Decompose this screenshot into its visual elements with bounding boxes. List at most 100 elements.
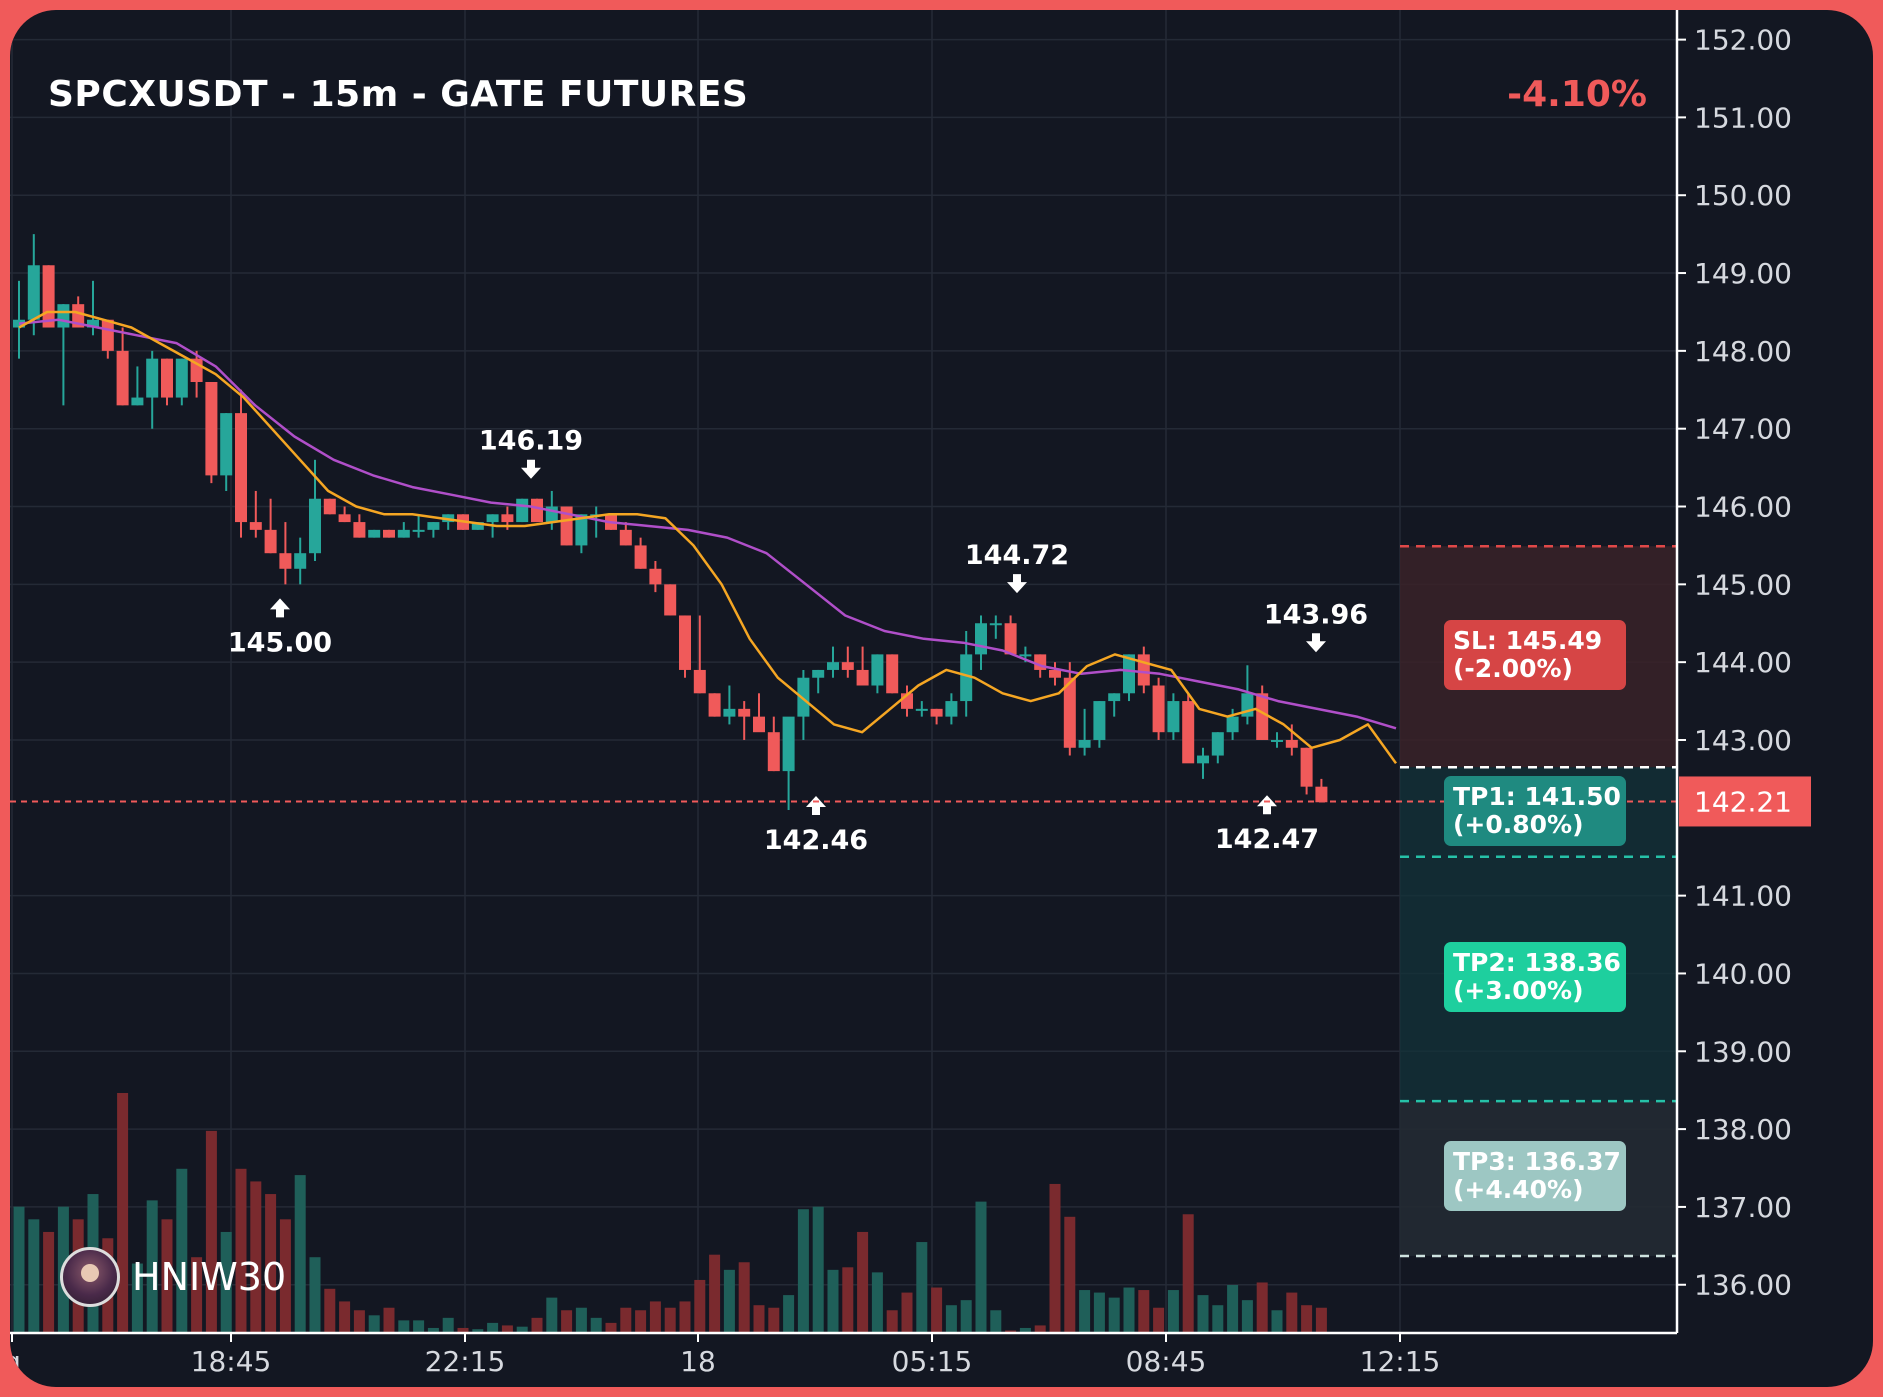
volume-bar xyxy=(117,1093,129,1333)
candle-body xyxy=(249,522,262,530)
candle xyxy=(397,522,410,538)
volume-bar xyxy=(679,1301,691,1333)
candle-body xyxy=(323,498,336,515)
candle xyxy=(679,615,691,678)
volume-bar xyxy=(783,1295,795,1333)
candle xyxy=(841,646,854,678)
x-tick-label: 18:45 xyxy=(191,1345,272,1378)
candle xyxy=(1167,693,1180,740)
swing-price: 143.96 xyxy=(1264,599,1368,630)
candlestick-chart[interactable]: 146.19 145.00 144.72 142.46 143.96 142.47 SL: … xyxy=(10,10,1873,1387)
candle-body xyxy=(649,568,662,585)
candle xyxy=(175,358,188,406)
candle-body xyxy=(738,708,751,717)
arrow-down-icon xyxy=(1007,574,1027,594)
candle-body xyxy=(1271,739,1283,742)
y-tick-label: 144.00 xyxy=(1694,646,1792,679)
candle-body xyxy=(235,413,247,523)
level-tag-box xyxy=(1444,942,1626,1012)
candle-body xyxy=(1300,747,1313,787)
candle-body xyxy=(309,498,321,554)
candle-body xyxy=(812,669,825,678)
candle-body xyxy=(575,514,588,546)
volume-bar xyxy=(1064,1216,1076,1333)
volume-bar xyxy=(723,1269,735,1333)
swing-low-label: 142.47 xyxy=(1215,795,1319,855)
candle-body xyxy=(708,693,721,717)
candle xyxy=(1152,677,1165,740)
candle-body xyxy=(1093,701,1106,740)
volume-bar xyxy=(531,1317,543,1333)
volume-bar xyxy=(709,1254,721,1333)
level-tag-label: TP3: 136.37 xyxy=(1453,1147,1621,1176)
candle-body xyxy=(1211,732,1224,756)
candle xyxy=(323,498,336,515)
volume-bar xyxy=(43,1231,55,1333)
candle-body xyxy=(57,304,70,328)
candle xyxy=(131,366,144,406)
volume-bar xyxy=(605,1322,617,1333)
level-tag-label: TP2: 138.36 xyxy=(1453,948,1621,977)
swing-low-label: 145.00 xyxy=(228,598,332,658)
y-tick-label: 151.00 xyxy=(1694,101,1792,134)
candle-body xyxy=(1256,693,1269,740)
candle-body xyxy=(619,529,632,546)
candle xyxy=(235,389,247,538)
candle-body xyxy=(531,498,543,523)
candle-body xyxy=(915,708,928,711)
y-tick-label: 146.00 xyxy=(1694,491,1792,524)
volume-bar xyxy=(1286,1292,1298,1333)
volume-bar xyxy=(590,1317,602,1333)
volume-bar xyxy=(13,1206,25,1333)
volume-bar xyxy=(916,1242,928,1333)
candle xyxy=(989,615,1002,639)
level-tag-pct: (+3.00%) xyxy=(1453,976,1584,1005)
y-tick-label: 152.00 xyxy=(1694,24,1792,57)
volume-bar xyxy=(960,1300,972,1333)
candle-body xyxy=(827,662,839,670)
avatar-icon xyxy=(60,1247,120,1307)
volume-bar xyxy=(457,1327,469,1333)
candle xyxy=(264,498,277,554)
candle xyxy=(738,701,751,740)
candle xyxy=(930,708,943,725)
arrow-down-icon xyxy=(1306,633,1326,653)
volume-bar xyxy=(1212,1305,1224,1333)
candle-body xyxy=(767,732,780,772)
volume-bar xyxy=(265,1194,277,1333)
candle-body xyxy=(664,584,677,616)
arrow-up-icon xyxy=(270,598,290,618)
volume-bar xyxy=(1256,1282,1268,1333)
volume-bar xyxy=(561,1310,573,1333)
volume-bar xyxy=(871,1272,883,1333)
volume-bar xyxy=(975,1201,987,1333)
volume-bar xyxy=(1034,1325,1046,1333)
volume-bar xyxy=(1241,1300,1253,1333)
volume-bar xyxy=(649,1301,661,1333)
candle-body xyxy=(945,701,958,717)
candle xyxy=(294,537,307,585)
candle xyxy=(634,537,647,569)
volume-bar xyxy=(1049,1183,1061,1333)
volume-bar xyxy=(413,1320,425,1333)
level-tag-label: TP1: 141.50 xyxy=(1453,782,1621,811)
volume-bar xyxy=(635,1310,647,1333)
volume-bar xyxy=(353,1310,365,1333)
volume-bar xyxy=(1108,1297,1120,1333)
y-tick-label: 141.00 xyxy=(1694,880,1792,913)
candle xyxy=(383,529,395,538)
candle xyxy=(101,319,114,359)
candle xyxy=(1137,646,1150,694)
candle xyxy=(1315,778,1328,803)
candle xyxy=(1078,708,1091,756)
candle xyxy=(368,529,381,538)
candle-body xyxy=(1019,654,1032,657)
candle-body xyxy=(1197,755,1209,764)
arrow-up-icon xyxy=(1257,795,1277,815)
price-change: -4.10% xyxy=(1507,74,1647,115)
volume-bar xyxy=(368,1315,380,1333)
candle-body xyxy=(960,654,973,702)
candle-body xyxy=(989,623,1002,626)
candle-body xyxy=(72,304,85,328)
